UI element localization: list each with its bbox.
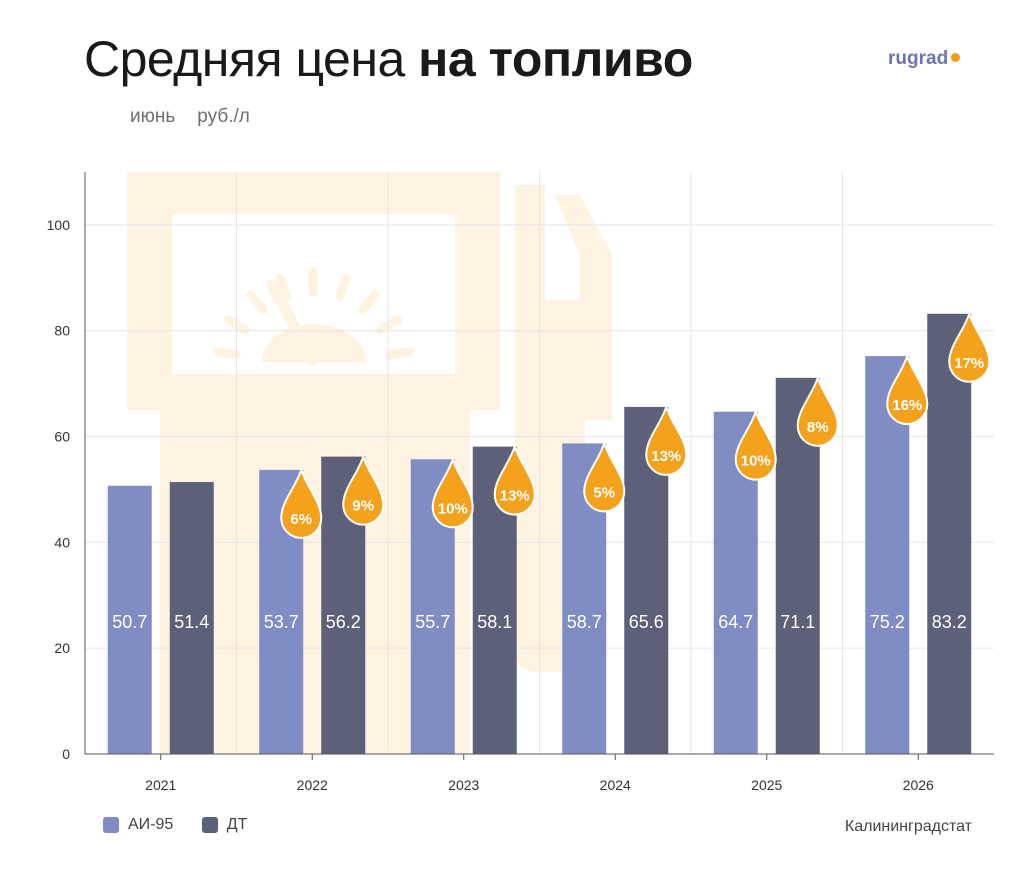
change-label: 13% bbox=[651, 448, 681, 465]
drop-icon bbox=[796, 374, 839, 447]
change-label: 10% bbox=[438, 500, 468, 517]
x-tick-label: 2025 bbox=[751, 777, 782, 793]
legend: АИ-95 ДТ bbox=[103, 816, 271, 838]
x-tick-label: 2021 bbox=[145, 777, 176, 793]
gauge-tick bbox=[246, 289, 268, 315]
change-badge: 16% bbox=[886, 352, 929, 426]
change-label: 10% bbox=[741, 453, 771, 470]
y-tick-label: 20 bbox=[54, 640, 70, 656]
x-tick-label: 2024 bbox=[600, 777, 631, 793]
legend-item-dt: ДТ bbox=[201, 816, 248, 834]
change-label: 16% bbox=[892, 397, 922, 414]
bar-value-label: 51.4 bbox=[174, 612, 209, 632]
value-labels: 50.7 51.4 53.7 56.2 55.7 58.1 58.7 65.6 64.7 71.1… bbox=[112, 612, 967, 632]
bar-value-label: 56.2 bbox=[326, 612, 361, 632]
legend-item-ai95: АИ-95 bbox=[103, 816, 173, 834]
gauge-tick bbox=[385, 377, 415, 390]
gauge-tick bbox=[224, 315, 251, 335]
bar bbox=[927, 313, 972, 754]
change-label: 17% bbox=[954, 355, 984, 372]
gauge-dial bbox=[262, 324, 366, 362]
grid-lines bbox=[85, 172, 994, 755]
change-badge: 17% bbox=[948, 310, 991, 383]
gauge-tick bbox=[385, 347, 414, 360]
drop-icon bbox=[342, 453, 385, 526]
change-label: 13% bbox=[500, 488, 530, 505]
chart-title-bold: на топливо bbox=[418, 31, 693, 87]
drop-icon bbox=[431, 456, 474, 529]
change-label: 9% bbox=[352, 498, 374, 515]
change-badge: 10% bbox=[431, 456, 474, 529]
axes: 0 20 40 60 80 100 2021 2022 2023 2024 2025 2026 bbox=[47, 172, 994, 793]
y-tick-label: 40 bbox=[54, 534, 70, 550]
drop-icon bbox=[948, 310, 991, 383]
change-badge: 10% bbox=[734, 408, 777, 481]
drop-icon bbox=[886, 352, 929, 426]
bar-value-label: 65.6 bbox=[629, 612, 664, 632]
change-badge: 13% bbox=[645, 403, 688, 476]
gauge-tick bbox=[212, 347, 241, 360]
legend-swatch-dt bbox=[201, 817, 218, 833]
brand-name: rugrad bbox=[888, 48, 949, 69]
gauge-tick bbox=[375, 315, 402, 335]
x-tick-label: 2022 bbox=[297, 777, 328, 793]
change-badge: 9% bbox=[342, 453, 385, 526]
bar-value-label: 64.7 bbox=[718, 612, 753, 632]
brand-dot-icon bbox=[951, 53, 961, 63]
drop-icon bbox=[583, 440, 626, 513]
change-badge: 5% bbox=[583, 440, 626, 513]
bar bbox=[169, 482, 214, 754]
bar-value-label: 75.2 bbox=[870, 612, 905, 632]
x-tick-label: 2026 bbox=[903, 777, 934, 793]
bar-value-label: 58.1 bbox=[477, 612, 512, 632]
gauge-tick bbox=[358, 289, 380, 315]
legend-swatch-ai95 bbox=[103, 817, 119, 833]
change-badge: 8% bbox=[796, 374, 839, 447]
change-label: 5% bbox=[593, 484, 615, 501]
change-badge: 6% bbox=[280, 466, 323, 539]
drop-icon bbox=[493, 443, 536, 516]
x-tick-label: 2023 bbox=[448, 777, 479, 793]
chart-title-light: Средняя цена bbox=[84, 31, 419, 87]
bar-value-label: 50.7 bbox=[112, 612, 147, 632]
legend-label-ai95: АИ-95 bbox=[128, 816, 174, 833]
source-label: Калининградстат bbox=[844, 818, 972, 835]
change-label: 6% bbox=[290, 511, 312, 528]
bar-value-label: 58.7 bbox=[567, 612, 602, 632]
gauge-tick bbox=[275, 273, 292, 302]
brand-logo: rugrad bbox=[888, 48, 961, 70]
bar-value-label: 71.1 bbox=[780, 612, 815, 632]
unit-label: руб./л bbox=[197, 106, 250, 127]
drop-icon bbox=[280, 466, 323, 539]
change-badges: 6% 9% 10% 13% 5% 13% 10% 8% 16% 17% bbox=[280, 310, 991, 539]
change-badge: 13% bbox=[493, 443, 536, 516]
change-label: 8% bbox=[807, 419, 829, 436]
y-tick-label: 60 bbox=[54, 429, 70, 445]
bar bbox=[107, 485, 152, 754]
drop-icon bbox=[734, 408, 777, 481]
chart-subtitle: июнь руб./л bbox=[130, 106, 250, 128]
bar-value-label: 53.7 bbox=[264, 612, 299, 632]
chart-title: Средняя цена на топливо bbox=[84, 30, 693, 88]
period-label: июнь bbox=[130, 106, 176, 127]
drop-icon bbox=[645, 403, 688, 476]
bar-value-label: 83.2 bbox=[932, 612, 967, 632]
y-tick-label: 0 bbox=[62, 746, 70, 762]
y-tick-label: 100 bbox=[47, 217, 71, 233]
gauge-tick bbox=[211, 377, 241, 390]
bar-value-label: 55.7 bbox=[415, 612, 450, 632]
gauge-needle bbox=[266, 279, 319, 366]
gauge-tick bbox=[334, 273, 351, 302]
legend-label-dt: ДТ bbox=[226, 816, 248, 833]
y-tick-label: 80 bbox=[54, 323, 70, 339]
